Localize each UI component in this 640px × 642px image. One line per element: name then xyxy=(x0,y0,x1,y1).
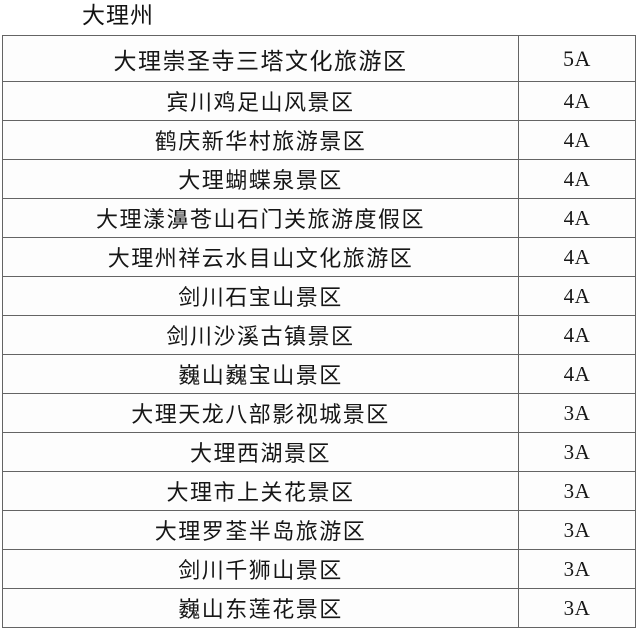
scenic-area-name: 剑川千狮山景区 xyxy=(2,549,519,589)
table-row: 宾川鸡足山风景区 4A xyxy=(2,81,636,121)
scenic-area-level: 3A xyxy=(518,549,636,589)
scenic-area-level: 4A xyxy=(518,237,636,277)
scenic-area-name: 大理州祥云水目山文化旅游区 xyxy=(2,237,519,277)
scenic-area-name: 大理西湖景区 xyxy=(2,432,519,472)
scenic-area-name: 大理崇圣寺三塔文化旅游区 xyxy=(2,35,519,82)
scenic-area-name: 大理天龙八部影视城景区 xyxy=(2,393,519,433)
table-row: 巍山东莲花景区 3A xyxy=(2,588,636,628)
scenic-areas-table: 大理崇圣寺三塔文化旅游区 5A 宾川鸡足山风景区 4A 鹤庆新华村旅游景区 4A… xyxy=(2,35,636,628)
scenic-area-level: 3A xyxy=(518,471,636,511)
scenic-area-level: 4A xyxy=(518,354,636,394)
scenic-area-level: 5A xyxy=(518,35,636,82)
table-row: 大理市上关花景区 3A xyxy=(2,471,636,511)
scenic-area-level: 4A xyxy=(518,315,636,355)
scenic-area-name: 剑川沙溪古镇景区 xyxy=(2,315,519,355)
table-row: 大理罗荃半岛旅游区 3A xyxy=(2,510,636,550)
page-title: 大理州 xyxy=(82,3,154,28)
table-row: 大理州祥云水目山文化旅游区 4A xyxy=(2,237,636,277)
scenic-area-name: 巍山东莲花景区 xyxy=(2,588,519,628)
table-row: 大理崇圣寺三塔文化旅游区 5A xyxy=(2,35,636,82)
table-row: 大理漾濞苍山石门关旅游度假区 4A xyxy=(2,198,636,238)
scenic-area-name: 鹤庆新华村旅游景区 xyxy=(2,120,519,160)
table-row: 大理西湖景区 3A xyxy=(2,432,636,472)
table-row: 巍山巍宝山景区 4A xyxy=(2,354,636,394)
table-row: 剑川千狮山景区 3A xyxy=(2,549,636,589)
scenic-area-level: 4A xyxy=(518,159,636,199)
scenic-area-name: 宾川鸡足山风景区 xyxy=(2,81,519,121)
scenic-area-name: 剑川石宝山景区 xyxy=(2,276,519,316)
table-row: 剑川石宝山景区 4A xyxy=(2,276,636,316)
table-row: 大理蝴蝶泉景区 4A xyxy=(2,159,636,199)
scenic-area-name: 大理漾濞苍山石门关旅游度假区 xyxy=(2,198,519,238)
scenic-area-level: 3A xyxy=(518,588,636,628)
table-row: 鹤庆新华村旅游景区 4A xyxy=(2,120,636,160)
scenic-area-level: 4A xyxy=(518,276,636,316)
table-row: 大理天龙八部影视城景区 3A xyxy=(2,393,636,433)
table-body: 大理崇圣寺三塔文化旅游区 5A 宾川鸡足山风景区 4A 鹤庆新华村旅游景区 4A… xyxy=(2,35,636,628)
scenic-area-level: 4A xyxy=(518,81,636,121)
scenic-area-name: 大理罗荃半岛旅游区 xyxy=(2,510,519,550)
scenic-area-name: 大理市上关花景区 xyxy=(2,471,519,511)
scenic-area-level: 3A xyxy=(518,510,636,550)
scenic-area-name: 大理蝴蝶泉景区 xyxy=(2,159,519,199)
scenic-area-level: 4A xyxy=(518,198,636,238)
scenic-area-level: 3A xyxy=(518,393,636,433)
scenic-area-level: 4A xyxy=(518,120,636,160)
scenic-area-level: 3A xyxy=(518,432,636,472)
table-row: 剑川沙溪古镇景区 4A xyxy=(2,315,636,355)
scenic-area-name: 巍山巍宝山景区 xyxy=(2,354,519,394)
